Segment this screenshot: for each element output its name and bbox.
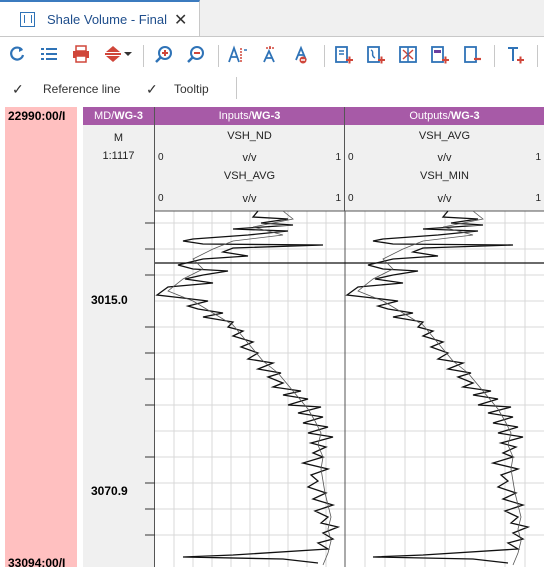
add-track-icon[interactable]	[334, 45, 356, 67]
md-header-well: WG-3	[114, 110, 143, 122]
toolbar-separator	[218, 45, 219, 67]
depth-ticks	[145, 222, 155, 536]
font-a-down-icon[interactable]	[292, 45, 314, 67]
md-track-header[interactable]: MD/WG-3	[83, 107, 155, 125]
curve-name-vsh-nd: VSH_ND	[227, 130, 272, 142]
inputs-header-well: WG-3	[251, 110, 281, 122]
tooltip-toggle[interactable]: Tooltip	[174, 82, 209, 96]
curve-vsh-min	[357, 210, 522, 566]
depth-label: 3070.9	[91, 484, 128, 498]
depth-track[interactable]: 3015.0 3070.9	[83, 211, 155, 567]
log-display[interactable]: MD/WG-3 Inputs/WG-3 Outputs/WG-3 M 1:111…	[83, 107, 544, 567]
log-view-icon	[20, 12, 35, 27]
zoom-out-icon[interactable]	[186, 45, 208, 67]
curve-max: 1	[335, 193, 341, 204]
options-separator	[236, 77, 237, 99]
toolbar-separator	[324, 45, 325, 67]
curve-name-vsh-avg: VSH_AVG	[418, 130, 471, 142]
inputs-curve-headers[interactable]: VSH_ND 0 v/v 1 VSH_AVG 0 v/v 1	[155, 125, 345, 211]
curve-min: 0	[158, 152, 164, 163]
outputs-header-label: Outputs/	[409, 110, 451, 122]
toolbar-separator	[494, 45, 495, 67]
remove-track-icon[interactable]	[462, 45, 484, 67]
curve-vsh-nd	[155, 210, 341, 564]
curve-unit: v/v	[242, 152, 257, 164]
reference-line-check-icon[interactable]: ✓	[12, 81, 24, 97]
md-scale-header: M 1:1117	[83, 125, 155, 211]
outputs-curve-headers[interactable]: VSH_AVG 0 v/v 1 VSH_MIN 0 v/v 1	[345, 125, 544, 211]
list-icon[interactable]	[40, 45, 62, 67]
outputs-track-header[interactable]: Outputs/WG-3	[345, 107, 544, 125]
curve-max: 1	[335, 152, 341, 163]
add-curve-icon[interactable]	[366, 45, 388, 67]
grid-lines	[155, 211, 544, 567]
curve-min: 0	[348, 193, 354, 204]
toolbar	[0, 37, 544, 75]
font-a-up-icon[interactable]	[260, 45, 282, 67]
md-unit: M	[113, 132, 124, 144]
curve-min: 0	[348, 152, 354, 163]
tab-bar: Shale Volume - Final ✕	[0, 0, 544, 37]
curve-unit: v/v	[437, 193, 452, 205]
outputs-header-well: WG-3	[450, 110, 480, 122]
curve-vsh-avg-input	[167, 210, 332, 566]
close-icon[interactable]: ✕	[174, 12, 188, 29]
depth-navigator[interactable]: 22990:00/I 33094:00/I	[5, 107, 77, 570]
tooltip-check-icon[interactable]: ✓	[146, 81, 158, 97]
options-bar: ✓ Reference line ✓ Tooltip	[0, 75, 544, 105]
inputs-header-label: Inputs/	[218, 110, 252, 122]
inputs-track-header[interactable]: Inputs/WG-3	[155, 107, 345, 125]
curve-unit: v/v	[437, 152, 452, 164]
toolbar-separator	[143, 45, 144, 67]
curve-vsh-avg-output	[345, 210, 531, 564]
add-text-icon[interactable]	[506, 45, 528, 67]
toolbar-separator	[537, 45, 538, 67]
refresh-icon[interactable]	[8, 45, 30, 67]
depth-range-bottom: 33094:00/I	[8, 556, 66, 570]
curve-unit: v/v	[242, 193, 257, 205]
log-curves-canvas[interactable]	[83, 107, 544, 567]
curve-max: 1	[535, 193, 541, 204]
font-a-icon[interactable]	[228, 45, 250, 67]
curve-max: 1	[535, 152, 541, 163]
depth-range-top: 22990:00/I	[8, 109, 66, 123]
sort-icon[interactable]	[104, 45, 134, 67]
depth-label: 3015.0	[91, 293, 128, 307]
md-scale: 1:1117	[102, 150, 135, 162]
tab-shale-volume[interactable]: Shale Volume - Final ✕	[0, 0, 200, 36]
md-header-label: MD/	[94, 110, 115, 122]
curve-name-vsh-min: VSH_MIN	[420, 170, 469, 182]
print-icon[interactable]	[72, 45, 94, 67]
reference-line-toggle[interactable]: Reference line	[43, 82, 121, 96]
tab-title: Shale Volume - Final	[47, 12, 167, 27]
track-settings-icon[interactable]	[398, 45, 420, 67]
zoom-in-icon[interactable]	[154, 45, 176, 67]
add-fill-icon[interactable]	[430, 45, 452, 67]
curve-min: 0	[158, 193, 164, 204]
curve-name-vsh-avg: VSH_AVG	[223, 170, 276, 182]
